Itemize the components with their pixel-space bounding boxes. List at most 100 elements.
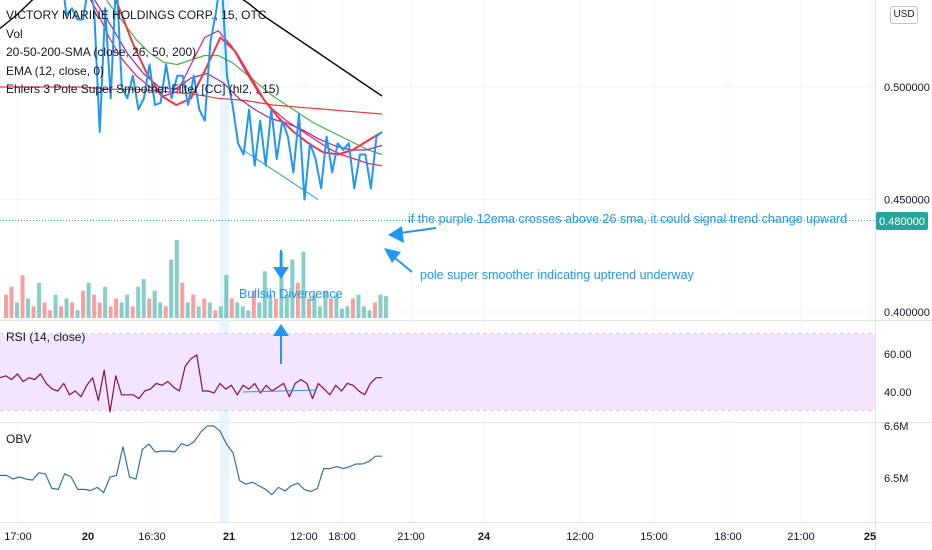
volume-bar xyxy=(229,298,234,318)
volume-bar xyxy=(136,286,141,318)
time-tick-label: 18:00 xyxy=(714,531,742,543)
time-tick-label: 21:00 xyxy=(787,531,815,543)
volume-bar xyxy=(372,302,377,318)
legend-ehlers[interactable]: Ehlers 3 Pole Super Smoother Filter [CC]… xyxy=(6,82,280,96)
volume-bar xyxy=(339,308,344,318)
time-tick-label: 12:00 xyxy=(566,531,594,543)
time-tick-label: 25 xyxy=(864,531,876,543)
volume-bar xyxy=(20,275,25,318)
sma50-line xyxy=(105,0,383,156)
volume-bar xyxy=(257,302,262,318)
volume-bar xyxy=(350,298,355,318)
time-tick-label: 24 xyxy=(478,531,491,543)
volume-bar xyxy=(169,259,174,318)
ema-annotation: if the purple 12ema crosses above 26 sma… xyxy=(408,212,847,226)
volume-bar xyxy=(53,294,58,318)
currency-button[interactable]: USD xyxy=(890,6,918,24)
volume-bar xyxy=(361,306,366,318)
volume-bar xyxy=(152,290,157,318)
volume-bar xyxy=(158,302,163,318)
price-divergence-line xyxy=(242,149,319,200)
current-price-badge xyxy=(876,212,928,230)
volume-bar xyxy=(141,279,146,318)
price-tick-label: 0.400000 xyxy=(884,307,930,319)
volume-bar xyxy=(15,302,20,318)
arrow-up-head xyxy=(273,324,289,336)
volume-bar xyxy=(97,302,102,318)
current-price-text: 0.480000 xyxy=(879,216,925,228)
volume-bar xyxy=(4,294,8,318)
volume-bar xyxy=(268,294,273,318)
price-tick-label: 0.450000 xyxy=(884,195,930,207)
legend-volume[interactable]: Vol xyxy=(6,26,23,41)
time-tick-label: 18:00 xyxy=(328,531,356,543)
volume-bar xyxy=(207,302,212,318)
rsi-pane-label[interactable]: RSI (14, close) xyxy=(6,330,86,344)
volume-bar xyxy=(9,286,14,318)
volume-bar xyxy=(290,259,295,318)
volume-bar xyxy=(92,294,97,318)
volume-bar xyxy=(103,286,108,318)
volume-bar xyxy=(81,290,86,318)
rsi-tick-label: 40.00 xyxy=(884,387,912,399)
obv-tick-label: 6.5M xyxy=(884,473,908,485)
volume-bar xyxy=(37,282,42,318)
rsi-line xyxy=(0,354,382,413)
symbol-title[interactable]: VICTORY MARINE HOLDINGS CORP., 15, OTC xyxy=(6,8,267,22)
time-tick-label: 15:00 xyxy=(640,531,668,543)
volume-bar xyxy=(306,298,311,318)
volume-bar xyxy=(31,306,36,318)
time-tick-label: 21 xyxy=(223,531,235,543)
time-tick-label: 20 xyxy=(82,531,94,543)
volume-bar xyxy=(174,240,179,318)
legend-ema[interactable]: EMA (12, close, 0) xyxy=(6,63,105,78)
volume-bar xyxy=(163,306,168,318)
legend-sma[interactable]: 20-50-200-SMA (close, 26, 50, 200) xyxy=(6,45,197,59)
close-price-line xyxy=(63,0,383,201)
volume-bar xyxy=(367,310,372,318)
time-tick-label: 16:30 xyxy=(138,531,166,543)
volume-bars xyxy=(4,240,388,318)
obv-pane-label[interactable]: OBV xyxy=(6,432,32,446)
divergence-annotation: Bullsih Divergence xyxy=(239,287,343,301)
volume-bar xyxy=(108,306,113,318)
arrow-shaft xyxy=(399,227,437,234)
volume-bar xyxy=(356,294,361,318)
time-tick-label: 12:00 xyxy=(290,531,318,543)
arrow-down-head xyxy=(273,267,289,279)
volume-bar xyxy=(191,294,196,318)
ema12-line xyxy=(93,0,383,151)
volume-bar xyxy=(196,306,201,318)
volume-bar xyxy=(125,294,130,318)
time-tick-label: 21:00 xyxy=(397,531,425,543)
volume-bar xyxy=(251,290,256,318)
volume-bar xyxy=(213,310,218,318)
volume-bar xyxy=(59,306,64,318)
volume-bar xyxy=(273,298,278,318)
series-lines xyxy=(0,0,383,496)
volume-bar xyxy=(301,251,306,318)
time-tick-label: 17:00 xyxy=(4,531,32,543)
volume-bar xyxy=(48,310,53,318)
volume-bar xyxy=(130,306,135,318)
smoother-annotation: pole super smoother indicating uptrend u… xyxy=(420,268,695,282)
volume-bar xyxy=(185,302,190,318)
volume-bar xyxy=(180,282,185,318)
volume-bar xyxy=(246,310,251,318)
ehlers-line xyxy=(114,0,383,156)
volume-bar xyxy=(317,306,322,318)
volume-bar xyxy=(42,302,47,318)
volume-bar xyxy=(64,298,69,318)
volume-bar xyxy=(202,298,207,318)
obv-tick-label: 6.6M xyxy=(884,421,908,433)
volume-bar xyxy=(26,298,31,318)
arrow-diag-head xyxy=(384,248,401,263)
volume-bar xyxy=(114,298,119,318)
volume-bar xyxy=(218,306,223,318)
arrow-shaft xyxy=(394,257,413,273)
volume-bar xyxy=(334,294,339,318)
sma26-line xyxy=(89,0,383,167)
volume-bar xyxy=(345,306,350,318)
